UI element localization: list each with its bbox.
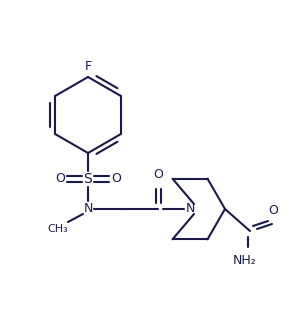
Text: N: N: [83, 203, 93, 215]
Text: S: S: [84, 172, 92, 186]
Text: N: N: [185, 203, 195, 215]
Text: O: O: [268, 204, 278, 216]
Text: O: O: [153, 168, 163, 181]
Text: CH₃: CH₃: [48, 224, 68, 234]
Text: O: O: [55, 172, 65, 185]
Text: NH₂: NH₂: [233, 254, 257, 267]
Text: F: F: [84, 60, 91, 74]
Text: O: O: [111, 172, 121, 185]
